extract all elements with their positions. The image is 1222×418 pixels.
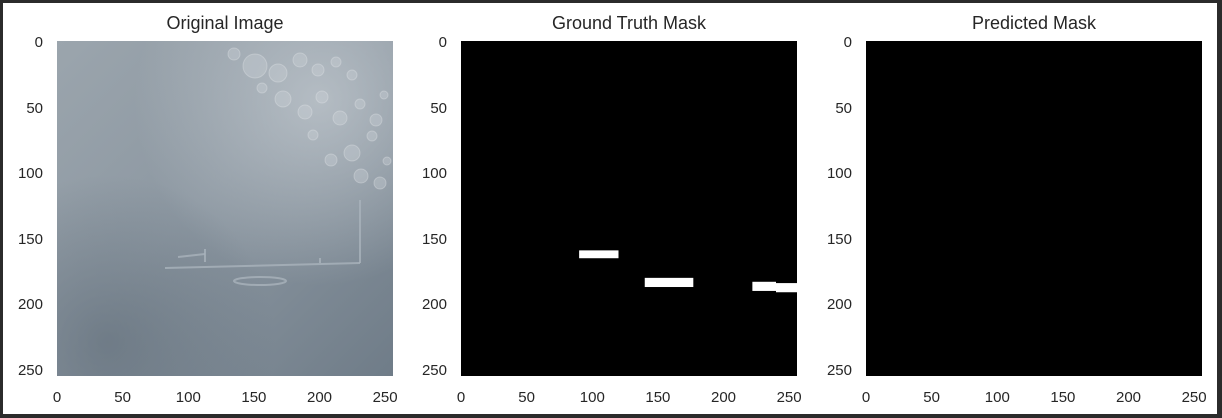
ground-truth-regions: [579, 250, 797, 293]
svg-text:250: 250: [777, 389, 802, 406]
svg-text:100: 100: [18, 165, 43, 182]
predicted-mask-image: [866, 41, 1202, 376]
panel-ground-truth-mask: Ground Truth Mask 0 50 100 150 200 250 0…: [422, 13, 802, 406]
mask-region-1: [579, 250, 619, 259]
ground-truth-image: [461, 41, 797, 376]
svg-text:200: 200: [422, 296, 447, 313]
svg-text:150: 150: [645, 389, 670, 406]
svg-text:250: 250: [1182, 389, 1207, 406]
svg-text:200: 200: [827, 296, 852, 313]
panel-original-image: Original Image: [18, 13, 398, 406]
svg-text:200: 200: [307, 389, 332, 406]
original-image: [57, 41, 393, 376]
x-axis-ground-truth: 0 50 100 150 200 250: [457, 389, 802, 406]
svg-text:150: 150: [241, 389, 266, 406]
svg-text:150: 150: [18, 231, 43, 248]
svg-text:200: 200: [711, 389, 736, 406]
svg-text:50: 50: [26, 100, 43, 117]
svg-text:50: 50: [114, 389, 131, 406]
svg-text:0: 0: [35, 34, 43, 51]
panel-title-predicted: Predicted Mask: [972, 13, 1097, 33]
y-axis-original: 0 50 100 150 200 250: [18, 34, 43, 379]
svg-text:200: 200: [1116, 389, 1141, 406]
svg-text:150: 150: [1050, 389, 1075, 406]
svg-text:0: 0: [457, 389, 465, 406]
svg-text:50: 50: [430, 100, 447, 117]
x-axis-predicted: 0 50 100 150 200 250: [862, 389, 1207, 406]
svg-text:0: 0: [439, 34, 447, 51]
svg-text:0: 0: [844, 34, 852, 51]
svg-text:100: 100: [176, 389, 201, 406]
svg-text:150: 150: [827, 231, 852, 248]
svg-text:100: 100: [827, 165, 852, 182]
panel-predicted-mask: Predicted Mask 0 50 100 150 200 250 0 50…: [827, 13, 1207, 406]
svg-text:100: 100: [422, 165, 447, 182]
svg-text:250: 250: [373, 389, 398, 406]
svg-text:200: 200: [18, 296, 43, 313]
svg-text:50: 50: [923, 389, 940, 406]
mask-region-2: [644, 277, 694, 288]
x-axis-original: 0 50 100 150 200 250: [53, 389, 398, 406]
y-axis-predicted: 0 50 100 150 200 250: [827, 34, 852, 379]
svg-text:50: 50: [518, 389, 535, 406]
svg-text:150: 150: [422, 231, 447, 248]
panel-title-ground-truth: Ground Truth Mask: [552, 13, 707, 33]
svg-text:0: 0: [53, 389, 61, 406]
y-axis-ground-truth: 0 50 100 150 200 250: [422, 34, 447, 379]
svg-text:250: 250: [422, 362, 447, 379]
svg-text:100: 100: [580, 389, 605, 406]
panel-title-original: Original Image: [166, 13, 283, 33]
svg-text:50: 50: [835, 100, 852, 117]
svg-text:100: 100: [985, 389, 1010, 406]
mask-region-3: [752, 281, 776, 291]
svg-text:250: 250: [18, 362, 43, 379]
svg-text:250: 250: [827, 362, 852, 379]
svg-text:0: 0: [862, 389, 870, 406]
mask-region-4: [776, 283, 797, 293]
